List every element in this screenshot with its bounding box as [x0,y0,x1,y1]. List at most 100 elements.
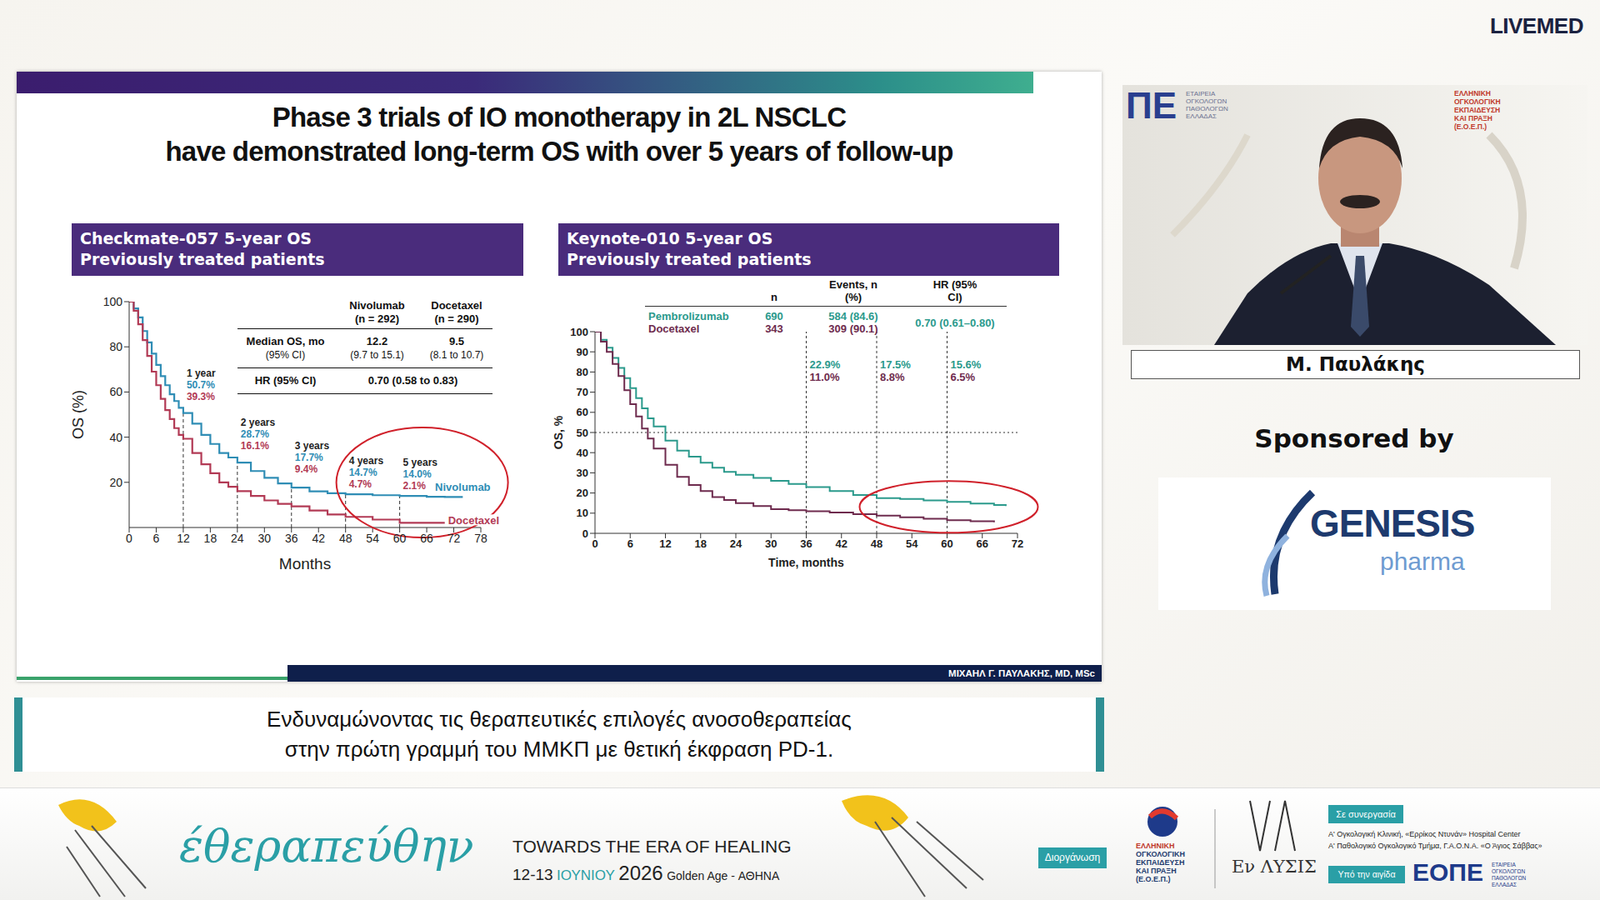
html-text:Keynote-010 5-year OS: Keynote-010 5-year OS [566,229,773,248]
html-text:HR (95% CI): HR (95% CI) [254,374,317,387]
svg-text:18: 18 [204,531,218,545]
svg-text:18: 18 [695,537,707,550]
html-text:Nivolumab: Nivolumab [349,299,405,312]
svg-text:54: 54 [365,531,380,545]
html-text:(95% CI): (95% CI) [265,349,306,361]
svg-text:72: 72 [447,531,461,545]
svg-text:60: 60 [109,385,123,399]
svg-text:100: 100 [103,295,124,309]
svg-text:Months: Months [279,555,331,573]
svg-text:0: 0 [125,531,133,545]
html-text:0.70 (0.61–0.80): 0.70 (0.61–0.80) [915,316,995,329]
html-text:Previously treated patients: Previously treated patients [566,250,812,269]
svg-text:30: 30 [576,466,589,480]
html-text:έθεραπεύθην: έθεραπεύθην [179,820,474,873]
svg-text:15.6%6.5%: 15.6%6.5% [950,358,982,384]
svg-text:42: 42 [311,531,325,545]
html-text:Median OS, mo: Median OS, mo [246,335,325,348]
svg-text:6: 6 [153,531,160,545]
svg-text:OS (%): OS (%) [70,390,87,440]
html-text:Docetaxel: Docetaxel [431,299,483,312]
svg-text:OS, %: OS, % [551,415,565,450]
html-text:(9.7 to 15.1): (9.7 to 15.1) [350,349,405,361]
svg-text:12: 12 [176,531,190,545]
svg-text:30: 30 [258,531,272,545]
html-text:Σε συνεργασία: Σε συνεργασία [1336,809,1396,820]
svg-text:100: 100 [570,325,589,339]
svg-text:3 years17.7%9.4%: 3 years17.7%9.4% [295,440,330,475]
html-text:στην πρώτη γραμμή του ΜΜΚΠ με: στην πρώτη γραμμή του ΜΜΚΠ με θετική έκφ… [284,736,834,762]
html-text:0.70 (0.58 to 0.83): 0.70 (0.58 to 0.83) [368,374,458,387]
svg-text:40: 40 [576,446,589,460]
svg-text:70: 70 [576,385,589,399]
svg-text:24: 24 [730,537,743,550]
html-text:(8.1 to 10.7): (8.1 to 10.7) [429,349,484,361]
html-text:HR (95% CI): HR (95% CI) [933,278,977,304]
svg-text:48: 48 [339,531,353,545]
svg-text:40: 40 [109,430,123,445]
svg-text:90: 90 [576,345,589,359]
html-text:Docetaxel: Docetaxel [648,322,700,335]
html-text:690: 690 [765,310,784,323]
svg-text:0: 0 [591,537,598,550]
html-text:ΕΟΠΕ: ΕΟΠΕ [1412,858,1484,886]
svg-text:72: 72 [1011,537,1024,550]
svg-text:36: 36 [285,531,299,545]
svg-text:6: 6 [627,537,634,550]
svg-text:20: 20 [576,486,589,500]
svg-text:Docetaxel: Docetaxel [448,514,500,527]
svg-text:Nivolumab: Nivolumab [435,480,491,494]
html-text:(n = 290): (n = 290) [434,312,479,325]
html-text:TOWARDS THE ERA OF HEALING: TOWARDS THE ERA OF HEALING [512,836,792,856]
html-text:ΠΕ: ΠΕ [1125,85,1177,126]
html-text:Events, n (%): Events, n (%) [829,278,878,304]
html-text:(n = 292): (n = 292) [354,312,400,325]
svg-text:66: 66 [976,537,989,550]
html-text:Εν ΛΥΣΙΣ: Εν ΛΥΣΙΣ [1231,856,1317,877]
svg-text:5 years14.0%2.1%: 5 years14.0%2.1% [403,456,439,492]
svg-text:60: 60 [940,537,953,550]
html-text:Μ. Παυλάκης: Μ. Παυλάκης [1285,353,1425,375]
svg-text:36: 36 [800,537,812,550]
html-text:pharma: pharma [1380,547,1465,575]
svg-text:80: 80 [576,365,589,379]
svg-text:60: 60 [393,531,407,545]
svg-text:60: 60 [576,405,589,419]
svg-text:66: 66 [420,531,434,545]
html-text:12.2: 12.2 [366,335,388,348]
html-text:Ενδυναμώνοντας τις θεραπευτικέ: Ενδυναμώνοντας τις θεραπευτικές επιλογές… [266,706,852,732]
svg-text:30: 30 [765,537,777,550]
svg-text:54: 54 [905,537,919,550]
html-text:12-13 ΙΟΥΝΙΟΥ2026Golden Age -: 12-13 ΙΟΥΝΙΟΥ2026Golden Age - ΑΘΗΝΑ [512,861,780,885]
html-text:Phase 3 trials of IO monothera: Phase 3 trials of IO monotherapy in 2L N… [272,101,847,133]
html-text:have demonstrated long-term OS: have demonstrated long-term OS with over… [165,135,953,167]
svg-text:24: 24 [230,531,245,545]
html-text:9.5: 9.5 [449,335,465,348]
svg-text:80: 80 [109,340,123,354]
svg-text:17.5%8.8%: 17.5%8.8% [880,358,911,384]
svg-text:Time, months: Time, months [768,555,845,570]
html-text:GENESIS: GENESIS [1310,501,1475,545]
svg-text:10: 10 [576,506,589,520]
svg-text:78: 78 [474,531,488,545]
html-text:Pembrolizumab: Pembrolizumab [648,310,729,323]
svg-text:1 year50.7%39.3%: 1 year50.7%39.3% [186,367,216,403]
html-text:309 (90.1): 309 (90.1) [828,322,878,335]
html-text:Sponsored by: Sponsored by [1254,423,1454,454]
svg-text:2 years28.7%16.1%: 2 years28.7%16.1% [240,416,276,452]
svg-text:50: 50 [576,426,589,440]
html-text:584 (84.6): 584 (84.6) [828,310,878,323]
svg-text:20: 20 [109,475,123,490]
html-text:ΜΙΧΑΗΛ Γ. ΠΑΥΛΑΚΗΣ, MD, MSc: ΜΙΧΑΗΛ Γ. ΠΑΥΛΑΚΗΣ, MD, MSc [948,668,1095,679]
svg-text:48: 48 [870,537,883,550]
html-text:343: 343 [765,322,784,335]
svg-text:4 years14.7%4.7%: 4 years14.7%4.7% [349,455,385,490]
html-text:Previously treated patients: Previously treated patients [80,250,325,269]
html-text:Checkmate-057 5-year OS: Checkmate-057 5-year OS [80,229,312,248]
svg-text:22.9%11.0%: 22.9%11.0% [810,358,841,384]
svg-text:42: 42 [835,537,848,550]
svg-text:0: 0 [582,527,589,540]
html-text:LIVEMED: LIVEMED [1489,13,1584,39]
svg-text:12: 12 [659,537,671,550]
html-text:Διοργάνωση: Διοργάνωση [1044,851,1101,864]
